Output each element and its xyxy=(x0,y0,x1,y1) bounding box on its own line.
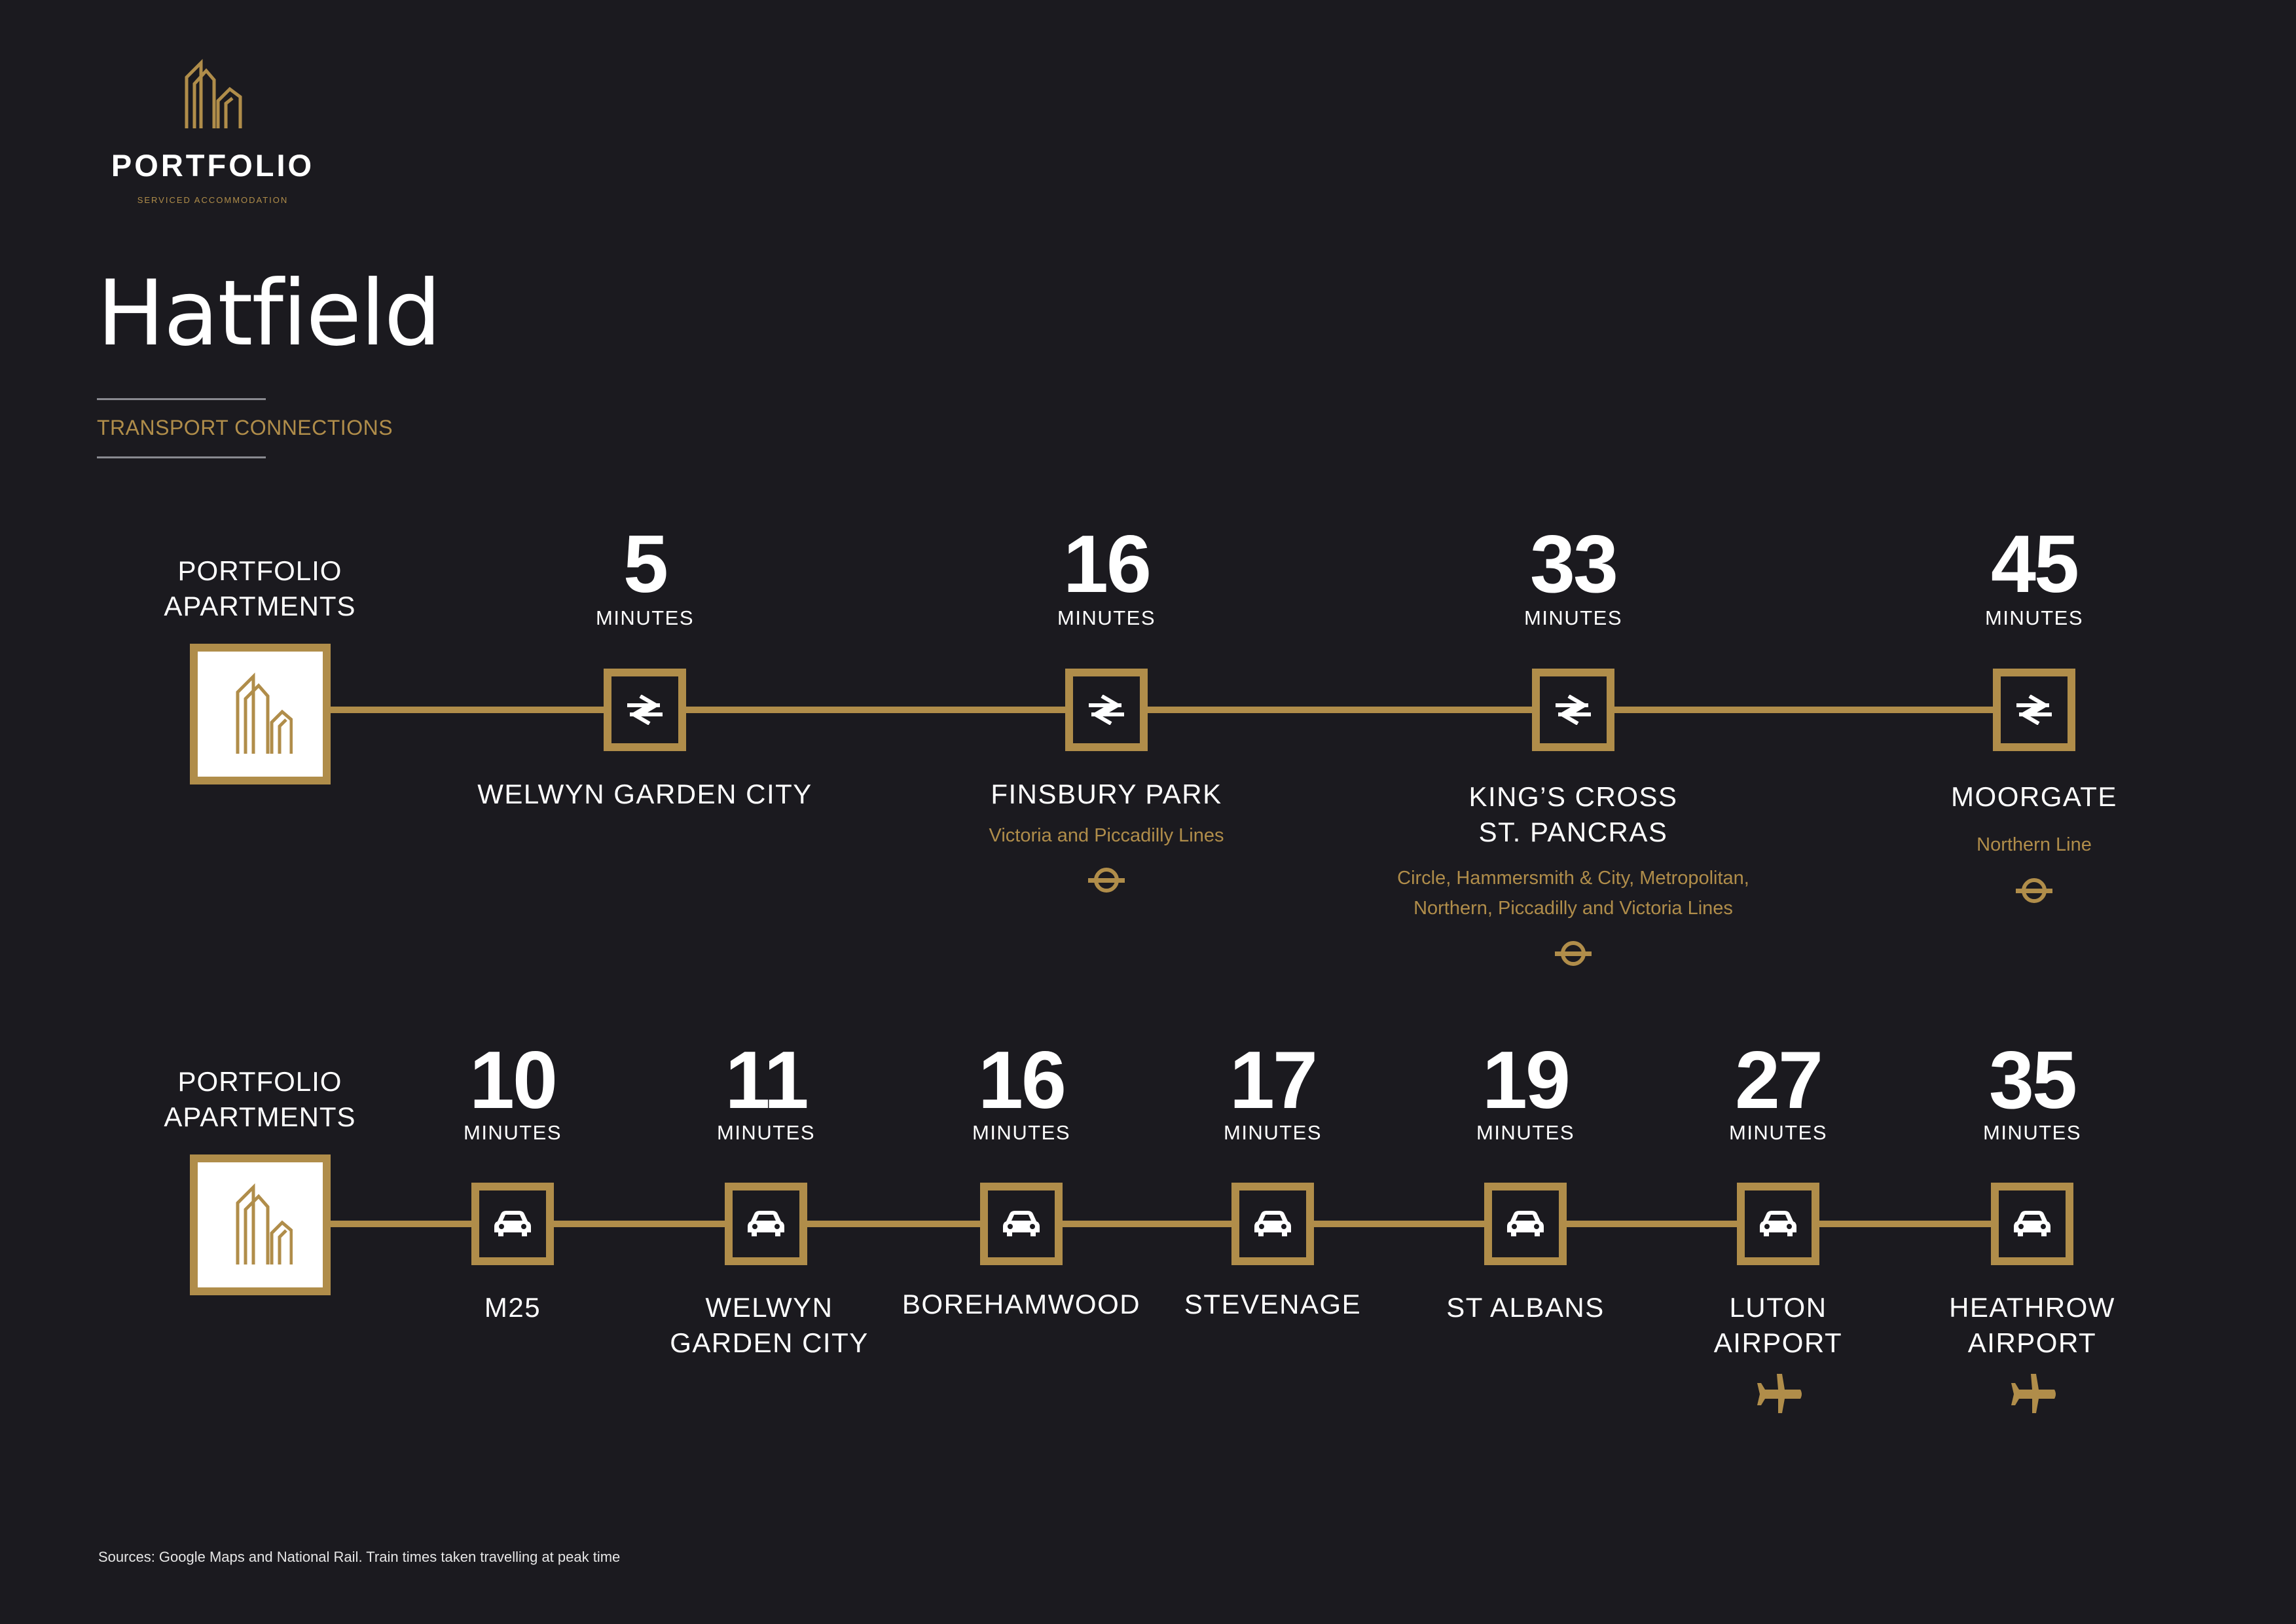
train-stop-minutes-unit: MINUTES xyxy=(1985,606,2083,629)
train-stop-icon xyxy=(604,669,686,751)
building-logo-icon xyxy=(236,672,293,754)
brand-name: PORTFOLIO xyxy=(111,148,315,183)
train-origin-logo xyxy=(190,644,331,784)
national-rail-icon xyxy=(1089,695,1124,725)
road-route-line xyxy=(324,1221,2052,1227)
car-icon xyxy=(1254,1211,1291,1236)
road-stop-minutes-unit: MINUTES xyxy=(717,1121,815,1144)
train-stop-minutes: 16 xyxy=(1063,519,1152,610)
road-stop-name: WELWYN GARDEN CITY xyxy=(670,1292,869,1358)
road-stop-minutes-unit: MINUTES xyxy=(1476,1121,1575,1144)
road-stop-icon xyxy=(1484,1183,1567,1265)
road-origin-label: PORTFOLIO APARTMENTS xyxy=(164,1066,356,1132)
road-stop-minutes-unit: MINUTES xyxy=(972,1121,1070,1144)
underground-roundel-icon xyxy=(2014,876,2054,905)
plane-icon xyxy=(2007,1371,2057,1417)
road-stop-minutes-unit: MINUTES xyxy=(1729,1121,1827,1144)
train-stop-lines: Victoria and Piccadilly Lines xyxy=(989,825,1224,846)
train-stop-icon xyxy=(1993,669,2075,751)
national-rail-icon xyxy=(627,695,663,725)
brand-logo-icon xyxy=(184,58,243,131)
road-stop-minutes: 17 xyxy=(1230,1035,1318,1126)
national-rail-icon xyxy=(1556,695,1591,725)
underground-roundel-icon xyxy=(1087,866,1126,895)
road-stop-minutes-unit: MINUTES xyxy=(1224,1121,1322,1144)
road-stop-name: ST ALBANS xyxy=(1446,1292,1605,1323)
road-stop-minutes: 11 xyxy=(725,1035,809,1126)
road-stop-minutes-unit: MINUTES xyxy=(464,1121,562,1144)
road-stop-icon xyxy=(725,1183,807,1265)
road-stop-name: STEVENAGE xyxy=(1184,1289,1362,1320)
road-stop-icon xyxy=(1991,1183,2073,1265)
section-label: TRANSPORT CONNECTIONS xyxy=(97,416,393,439)
train-stop-minutes-unit: MINUTES xyxy=(596,606,694,629)
page-title: Hatfield xyxy=(97,261,441,366)
road-stop-name: HEATHROW AIRPORT xyxy=(1949,1292,2115,1358)
road-stop-minutes: 19 xyxy=(1482,1035,1571,1126)
train-stop-minutes-unit: MINUTES xyxy=(1057,606,1156,629)
road-stop-icon xyxy=(1231,1183,1314,1265)
road-stop-icon xyxy=(1737,1183,1819,1265)
train-stop-minutes-unit: MINUTES xyxy=(1524,606,1622,629)
underground-roundel-icon xyxy=(1554,939,1593,968)
road-stop-minutes: 16 xyxy=(978,1035,1066,1126)
train-stop-name: MOORGATE xyxy=(1951,781,2117,812)
divider-top xyxy=(97,398,266,400)
car-icon xyxy=(1507,1211,1544,1236)
train-origin-label: PORTFOLIO APARTMENTS xyxy=(164,555,356,621)
train-stop-icon xyxy=(1532,669,1614,751)
train-stop-lines: Northern Line xyxy=(1977,834,2092,855)
car-icon xyxy=(1003,1211,1040,1236)
divider-bottom xyxy=(97,456,266,458)
train-stop-name: WELWYN GARDEN CITY xyxy=(477,779,812,809)
train-stop-minutes: 5 xyxy=(623,519,668,610)
building-logo-icon xyxy=(236,1183,293,1264)
road-stop-minutes: 35 xyxy=(1989,1035,2077,1126)
national-rail-icon xyxy=(2016,695,2052,725)
train-stop-name: FINSBURY PARK xyxy=(991,779,1222,809)
road-stop-icon xyxy=(471,1183,554,1265)
road-stop-minutes: 10 xyxy=(469,1035,558,1126)
car-icon xyxy=(2014,1211,2050,1236)
sources-note: Sources: Google Maps and National Rail. … xyxy=(98,1549,621,1565)
car-icon xyxy=(494,1211,531,1236)
road-origin-logo xyxy=(190,1154,331,1295)
train-stop-icon xyxy=(1065,669,1148,751)
train-stop-minutes: 33 xyxy=(1530,519,1618,610)
car-icon xyxy=(748,1211,784,1236)
train-route-line xyxy=(324,707,2052,713)
car-icon xyxy=(1760,1211,1796,1236)
train-stop-name: KING’S CROSS ST. PANCRAS xyxy=(1468,781,1678,847)
train-stop-minutes: 45 xyxy=(1991,519,2079,610)
road-stop-minutes-unit: MINUTES xyxy=(1983,1121,2081,1144)
plane-icon xyxy=(1753,1371,1803,1417)
road-stop-icon xyxy=(980,1183,1063,1265)
road-stop-name: M25 xyxy=(484,1292,541,1323)
road-stop-minutes: 27 xyxy=(1735,1035,1823,1126)
road-stop-name: LUTON AIRPORT xyxy=(1713,1292,1843,1358)
road-stop-name: BOREHAMWOOD xyxy=(902,1289,1141,1320)
train-stop-lines: Circle, Hammersmith & City, Metropolitan… xyxy=(1397,868,1749,919)
brand-tagline: SERVICED ACCOMMODATION xyxy=(137,195,289,205)
